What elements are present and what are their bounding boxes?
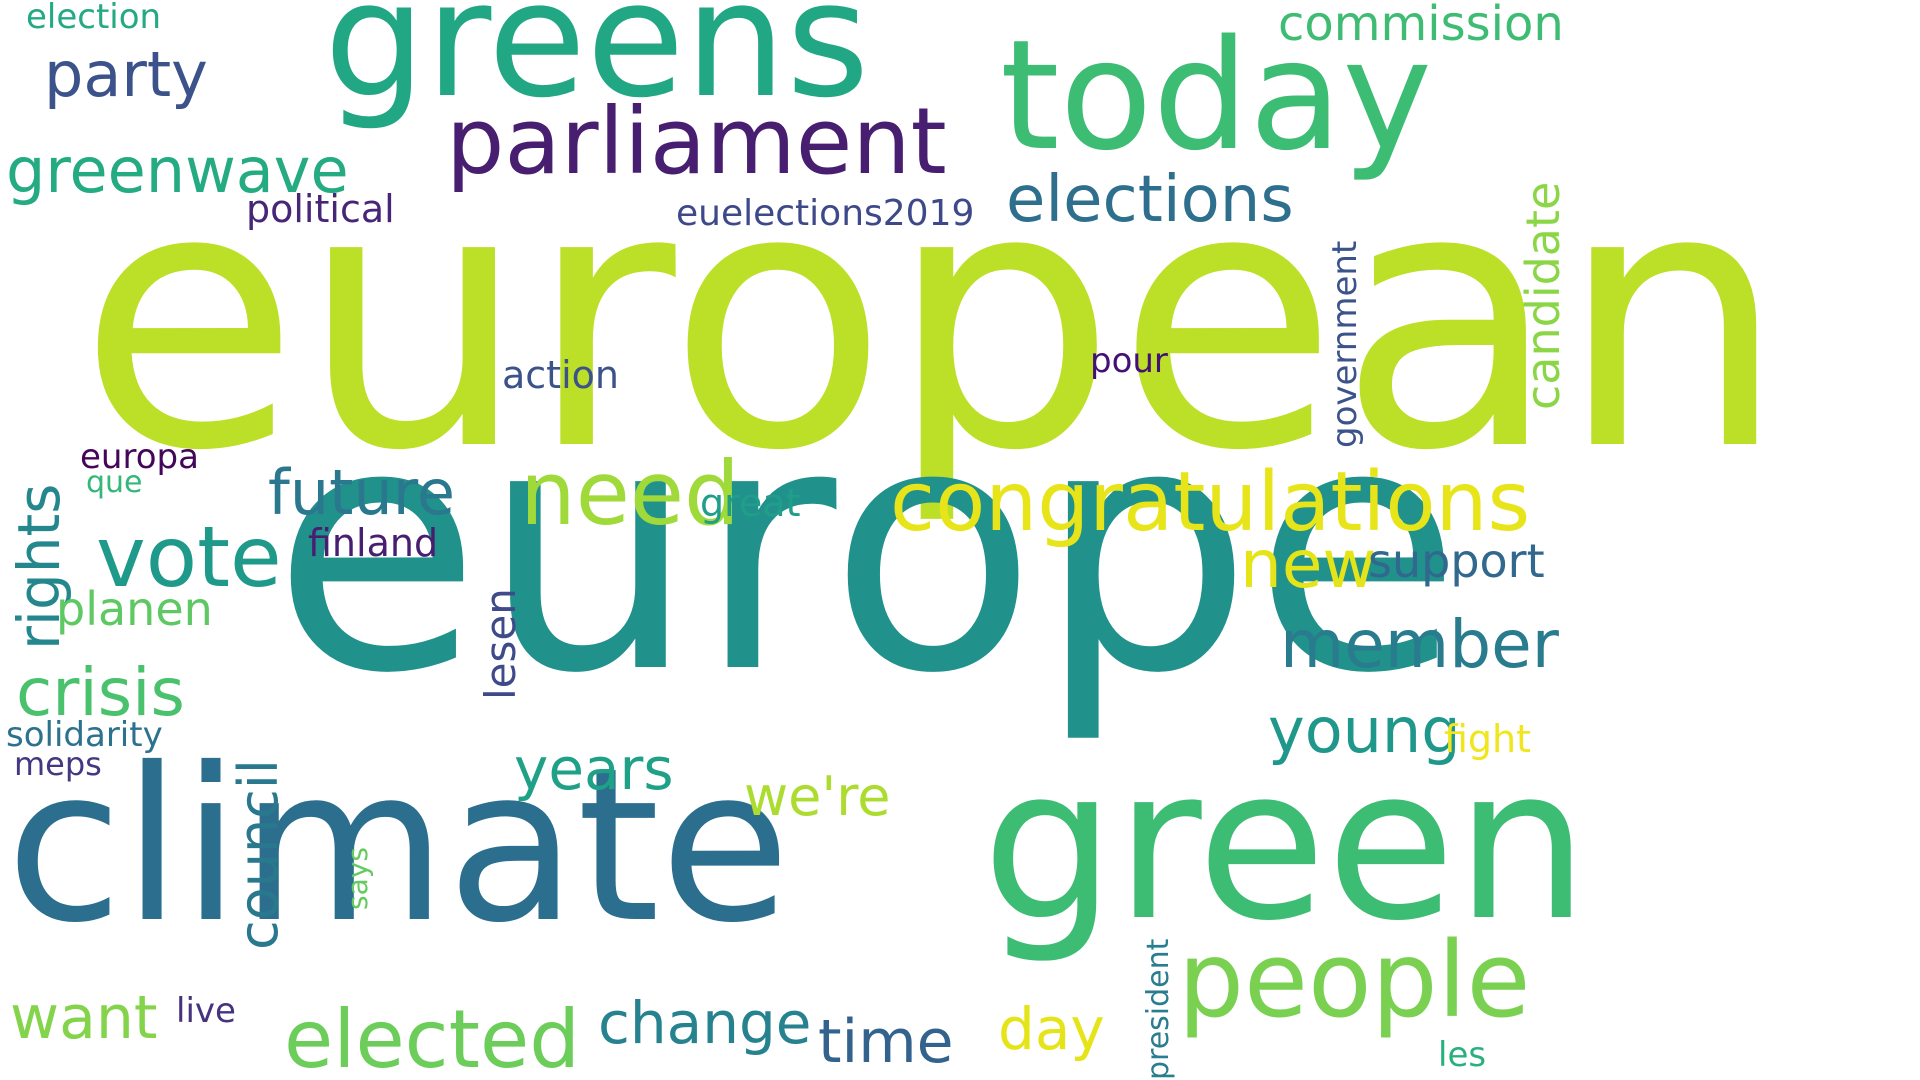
word-president: president <box>1141 938 1176 1080</box>
word-live: live <box>176 991 236 1031</box>
word-want: want <box>10 983 158 1053</box>
word-future: future <box>268 456 455 529</box>
word-political: political <box>246 187 395 231</box>
word-euelections2019: euelections2019 <box>676 193 975 234</box>
word-greens: greens <box>324 0 870 133</box>
word-action: action <box>502 353 619 397</box>
word-young: young <box>1268 694 1461 767</box>
word-says: says <box>341 847 374 910</box>
word-change: change <box>598 989 812 1057</box>
word-congratulations: congratulations <box>890 455 1531 550</box>
word-planen: planen <box>56 582 213 636</box>
word-crisis: crisis <box>16 654 185 731</box>
word-lesen: lesen <box>476 588 525 700</box>
word-greenwave: greenwave <box>6 134 349 207</box>
word-european: european <box>78 110 1787 529</box>
word-candidate: candidate <box>1516 181 1570 410</box>
word-les: les <box>1438 1035 1487 1075</box>
word-finland: finland <box>308 521 439 565</box>
word-member: member <box>1280 606 1559 683</box>
word-commission: commission <box>1278 0 1564 52</box>
word-years: years <box>514 735 674 803</box>
word-parliament: parliament <box>446 88 947 195</box>
word-europa: europa <box>80 437 199 477</box>
word-government: government <box>1325 240 1365 448</box>
word-solidarity: solidarity <box>6 715 163 755</box>
word-support: support <box>1368 534 1545 588</box>
word-vote: vote <box>96 508 282 606</box>
word-today: today <box>1000 7 1433 184</box>
word-day: day <box>998 995 1105 1063</box>
word-climate: climate <box>6 722 791 969</box>
word-were: we're <box>744 765 891 828</box>
word-europe: europe <box>272 352 1462 748</box>
word-fight: fight <box>1444 717 1532 761</box>
word-new: new <box>1240 526 1377 603</box>
word-people: people <box>1178 919 1531 1041</box>
word-need: need <box>520 442 740 545</box>
word-time: time <box>818 1007 954 1077</box>
word-meps: meps <box>14 745 102 783</box>
word-great: great <box>700 481 801 525</box>
word-green: green <box>982 722 1589 967</box>
word-council: council <box>227 759 290 950</box>
word-election: election <box>26 0 162 37</box>
word-pour: pour <box>1090 341 1168 381</box>
word-party: party <box>44 38 208 111</box>
word-elected: elected <box>284 993 581 1080</box>
word-que: que <box>86 465 143 500</box>
word-elections: elections <box>1006 163 1294 237</box>
